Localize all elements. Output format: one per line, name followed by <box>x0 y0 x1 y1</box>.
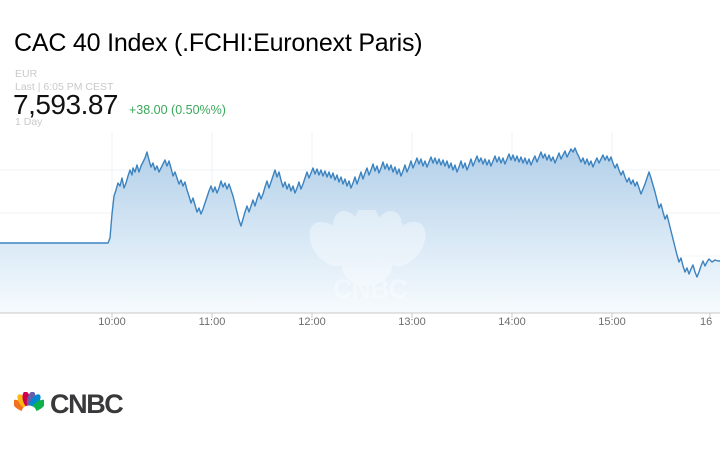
price-row: 7,593.87 +38.00 (0.50%%) <box>13 90 226 120</box>
price-change: +38.00 (0.50%%) <box>129 103 226 117</box>
currency-label: EUR <box>15 68 38 80</box>
cnbc-wordmark: CNBC <box>50 389 124 419</box>
chart-x-axis: 10:00 11:00 12:00 13:00 14:00 15:00 16 <box>0 316 720 336</box>
page-title: CAC 40 Index (.FCHI:Euronext Paris) <box>14 29 423 57</box>
peacock-icon <box>14 391 44 417</box>
chart-canvas <box>0 132 720 318</box>
chart-axis-ticks <box>111 313 711 318</box>
range-label: 1 Day <box>15 116 43 128</box>
xtick-label-1600: 16 <box>700 316 713 328</box>
quote-meta: EUR Last | 6:05 PM CEST <box>15 68 113 93</box>
chart-area-fill <box>0 148 720 313</box>
xtick-label-1100: 11:00 <box>198 316 226 328</box>
xtick-label-1300: 13:00 <box>398 316 426 328</box>
intraday-chart[interactable]: CNBC <box>0 132 720 334</box>
xtick-label-1400: 14:00 <box>498 316 526 328</box>
timestamp-label: Last | 6:05 PM CEST <box>15 80 114 93</box>
chart-line <box>0 147 720 278</box>
xtick-label-1500: 15:00 <box>598 316 626 328</box>
xtick-label-1200: 12:00 <box>298 316 326 328</box>
xtick-label-1000: 10:00 <box>98 316 126 328</box>
last-price: 7,593.87 <box>13 89 119 120</box>
cnbc-logo[interactable]: CNBC <box>14 389 124 419</box>
